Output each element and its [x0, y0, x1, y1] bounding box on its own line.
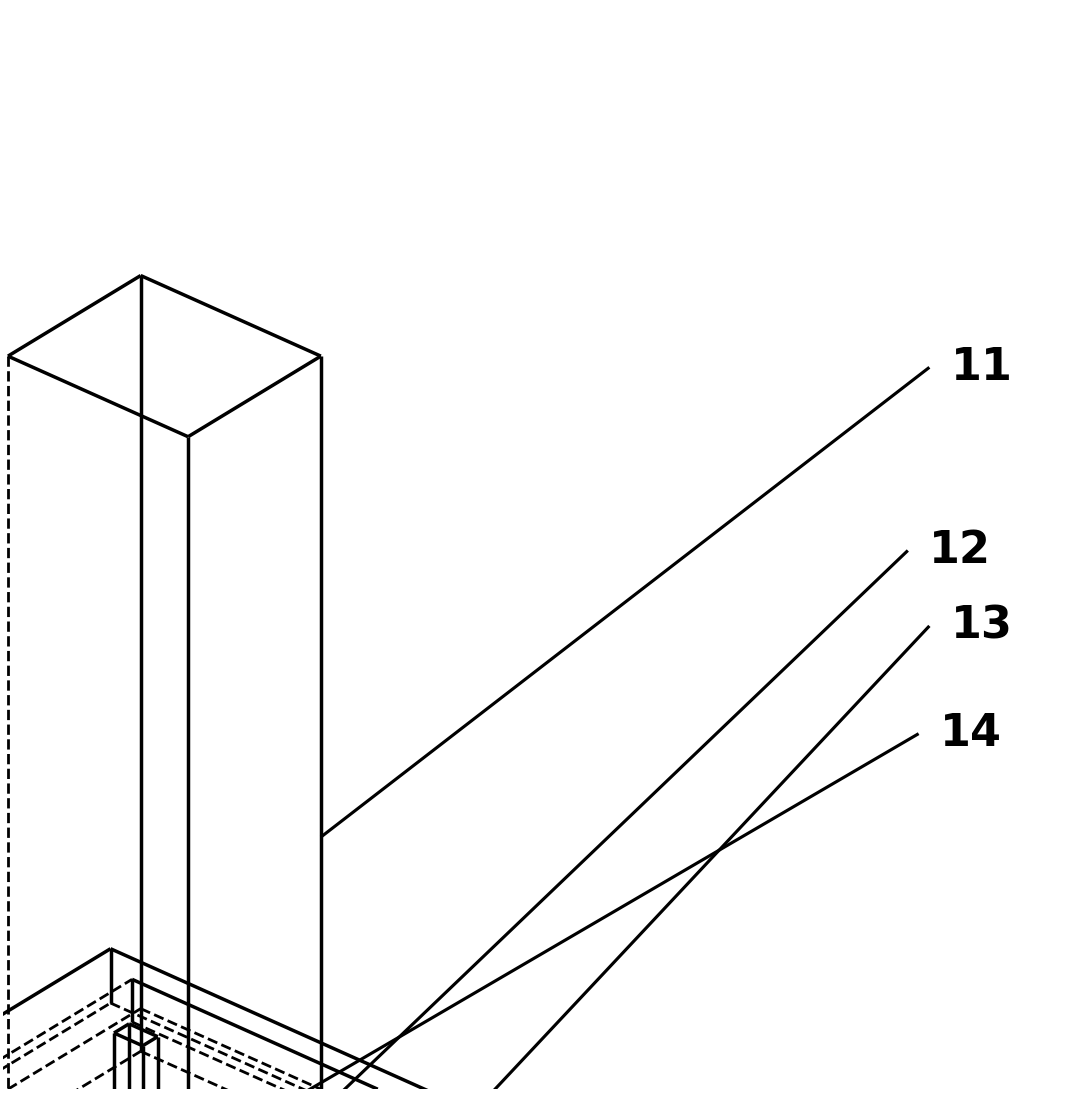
Text: 13: 13 [951, 604, 1013, 647]
Text: 11: 11 [951, 346, 1013, 389]
Text: 14: 14 [940, 712, 1002, 755]
Text: 12: 12 [929, 528, 991, 573]
